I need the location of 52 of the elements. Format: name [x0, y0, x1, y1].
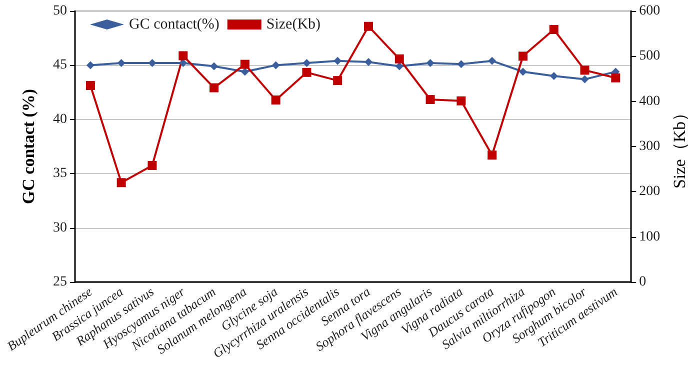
point	[364, 22, 373, 31]
y2-tick-label: 100	[639, 229, 660, 244]
point	[148, 59, 156, 68]
point	[179, 59, 188, 68]
point	[394, 54, 404, 64]
point	[117, 59, 126, 68]
point	[395, 62, 404, 70]
y2-tick-label: 400	[639, 94, 660, 109]
point	[426, 95, 435, 104]
point	[550, 72, 558, 80]
point	[272, 61, 280, 70]
point	[178, 51, 188, 60]
point	[86, 81, 95, 90]
point	[611, 73, 620, 82]
y2-tick-label: 300	[639, 139, 660, 154]
point	[302, 59, 311, 68]
legend-label: GC contact(%)	[129, 16, 220, 32]
point	[518, 52, 528, 61]
legend-label: Size(Kb)	[266, 16, 321, 32]
point	[210, 83, 219, 92]
point	[488, 56, 496, 65]
y2-tick-label: 200	[639, 184, 660, 200]
point	[580, 75, 589, 84]
point	[148, 160, 157, 170]
y2-tick-label: 0	[639, 274, 646, 290]
y-tick-label: 40	[53, 112, 67, 127]
point	[457, 60, 466, 68]
y-tick-label: 50	[53, 4, 67, 18]
y-tick-label: 45	[53, 58, 67, 73]
y2-axis-title: Size（Kb）	[670, 104, 689, 189]
point	[210, 62, 218, 70]
point	[580, 66, 590, 75]
point	[488, 150, 497, 160]
y-tick-label: 25	[53, 274, 67, 290]
y-tick-label: 35	[53, 166, 67, 182]
point	[240, 60, 250, 69]
point	[333, 76, 342, 86]
point	[271, 95, 280, 104]
point	[334, 56, 342, 65]
point	[302, 68, 312, 77]
point	[518, 68, 527, 76]
y2-tick-label: 500	[639, 48, 660, 64]
y-axis-title: GC contact (%)	[19, 88, 38, 204]
point	[364, 58, 372, 66]
y2-tick-label: 600	[639, 4, 660, 18]
point	[86, 61, 94, 70]
point	[116, 178, 126, 188]
y-tick-label: 30	[53, 220, 67, 236]
point	[456, 96, 466, 106]
point	[426, 59, 434, 68]
point	[240, 68, 249, 76]
point	[549, 25, 558, 34]
